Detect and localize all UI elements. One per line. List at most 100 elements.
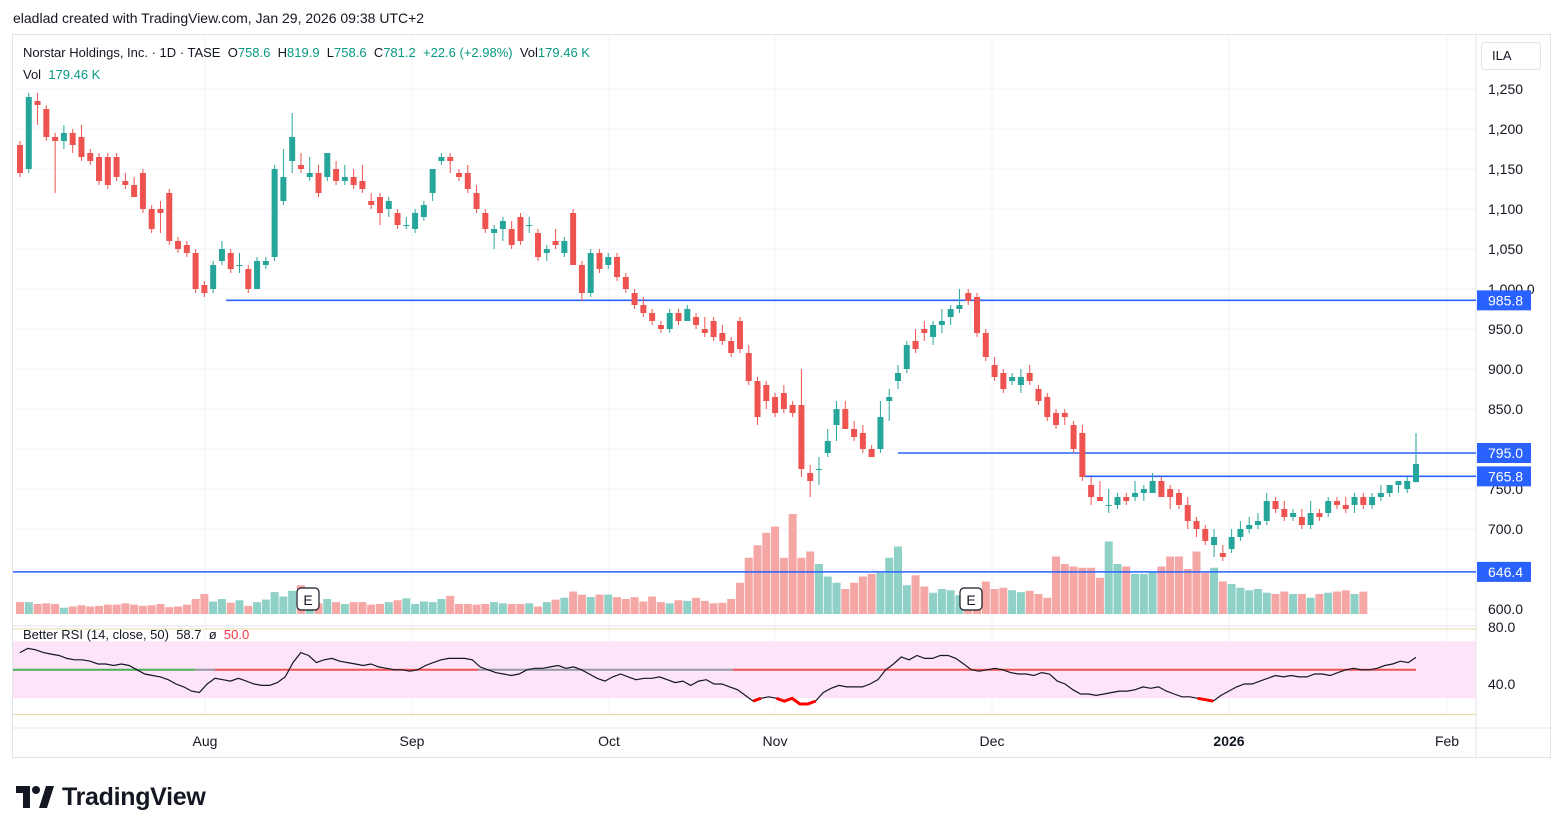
candle-body	[306, 173, 313, 177]
candle-body	[1395, 481, 1402, 485]
volume-bar	[648, 596, 657, 614]
earnings-marker: E	[296, 587, 320, 611]
candle	[745, 345, 752, 385]
candle-body	[1070, 425, 1077, 449]
volume-bar	[621, 599, 630, 614]
candle	[508, 221, 515, 249]
volume-bar	[428, 602, 437, 614]
candle-body	[1298, 517, 1305, 525]
candle-body	[1114, 497, 1121, 505]
volume-bar	[700, 600, 709, 614]
candle-body	[166, 193, 173, 241]
candle-body	[833, 409, 840, 425]
candle	[947, 305, 954, 325]
candle	[350, 169, 357, 189]
volume-bar	[226, 602, 235, 614]
volume-layer	[16, 514, 1368, 614]
candle	[1175, 489, 1182, 509]
symbol-title: Norstar Holdings, Inc. · 1D · TASE	[23, 45, 221, 60]
candle	[693, 313, 700, 329]
candle	[1369, 493, 1376, 509]
volume-bar	[753, 545, 762, 614]
volume-bar	[1280, 591, 1289, 614]
volume-bar	[244, 605, 253, 614]
candle-body	[886, 397, 893, 401]
volume-bar	[1210, 567, 1219, 614]
volume-bar	[762, 532, 771, 614]
candle	[1044, 393, 1051, 421]
candle-body	[227, 253, 234, 269]
candle	[1290, 509, 1297, 521]
volume-bar	[472, 604, 481, 614]
candle	[183, 241, 190, 257]
volume-bar	[665, 603, 674, 614]
candle	[306, 157, 313, 181]
rsi-tick-label: 80.0	[1488, 619, 1515, 635]
candle	[376, 193, 383, 225]
candle-body	[859, 433, 866, 449]
candle	[78, 125, 85, 161]
candle	[675, 309, 682, 325]
volume-bar	[718, 602, 727, 614]
candle	[543, 245, 550, 261]
candle-body	[420, 205, 427, 217]
price-tick-label: 1,200	[1488, 121, 1523, 137]
candle	[368, 193, 375, 209]
candle-body	[1386, 485, 1393, 493]
volume-bar	[1271, 594, 1280, 614]
volume-bar	[375, 604, 384, 614]
low-value: 758.6	[334, 45, 367, 60]
candle-body	[824, 441, 831, 453]
candle	[561, 237, 568, 257]
candle-body	[1307, 513, 1314, 525]
candle	[965, 289, 972, 305]
tradingview-logo[interactable]: TradingView	[16, 781, 206, 813]
candle-body	[438, 157, 445, 161]
candle-body	[596, 253, 603, 269]
candle-body	[921, 329, 928, 333]
volume-bar	[138, 605, 147, 614]
candle	[631, 289, 638, 309]
candle-body	[570, 213, 577, 265]
candle-body	[1202, 529, 1209, 541]
chart-caption: eladlad created with TradingView.com, Ja…	[13, 10, 425, 26]
candle-body	[157, 209, 164, 213]
candle	[877, 401, 884, 453]
volume-bar	[77, 605, 86, 614]
volume-bar	[709, 603, 718, 614]
candle	[297, 153, 304, 173]
candle-body	[1325, 501, 1332, 513]
price-level-badge	[1477, 443, 1531, 463]
candle-body	[394, 213, 401, 225]
candle-body	[175, 241, 182, 249]
candle-body	[201, 285, 208, 293]
volume-bar	[454, 604, 463, 614]
candle	[236, 253, 243, 273]
axis-layer: 600.0650.0700.0750.0800.0850.0900.0950.0…	[193, 81, 1535, 749]
candle-body	[1035, 389, 1042, 401]
candle-body	[43, 109, 50, 137]
price-level-badge-label: 795.0	[1488, 445, 1523, 461]
volume-bar	[1332, 591, 1341, 614]
volume-bar	[929, 592, 938, 614]
candle	[429, 169, 436, 201]
price-level-badge-label: 765.8	[1488, 468, 1523, 484]
volume-bar	[1122, 566, 1131, 614]
volume-bar	[771, 526, 780, 614]
candle-body	[1105, 505, 1112, 506]
candle-body	[517, 217, 524, 241]
candle-body	[622, 277, 629, 289]
change-value: +22.6 (+2.98%)	[422, 45, 513, 60]
candle-body	[1123, 497, 1130, 501]
candle-body	[763, 385, 770, 401]
volume-value: 179.46 K	[537, 45, 590, 60]
rsi-midline-value: 50.0	[223, 627, 250, 642]
volume-bar	[639, 601, 648, 614]
volume-bar	[130, 604, 139, 614]
volume-bar	[481, 604, 490, 614]
currency-button[interactable]: ILA	[1481, 42, 1541, 70]
candle-body	[947, 309, 954, 317]
chart-frame[interactable]	[12, 34, 1551, 758]
candle-body	[1009, 377, 1016, 381]
